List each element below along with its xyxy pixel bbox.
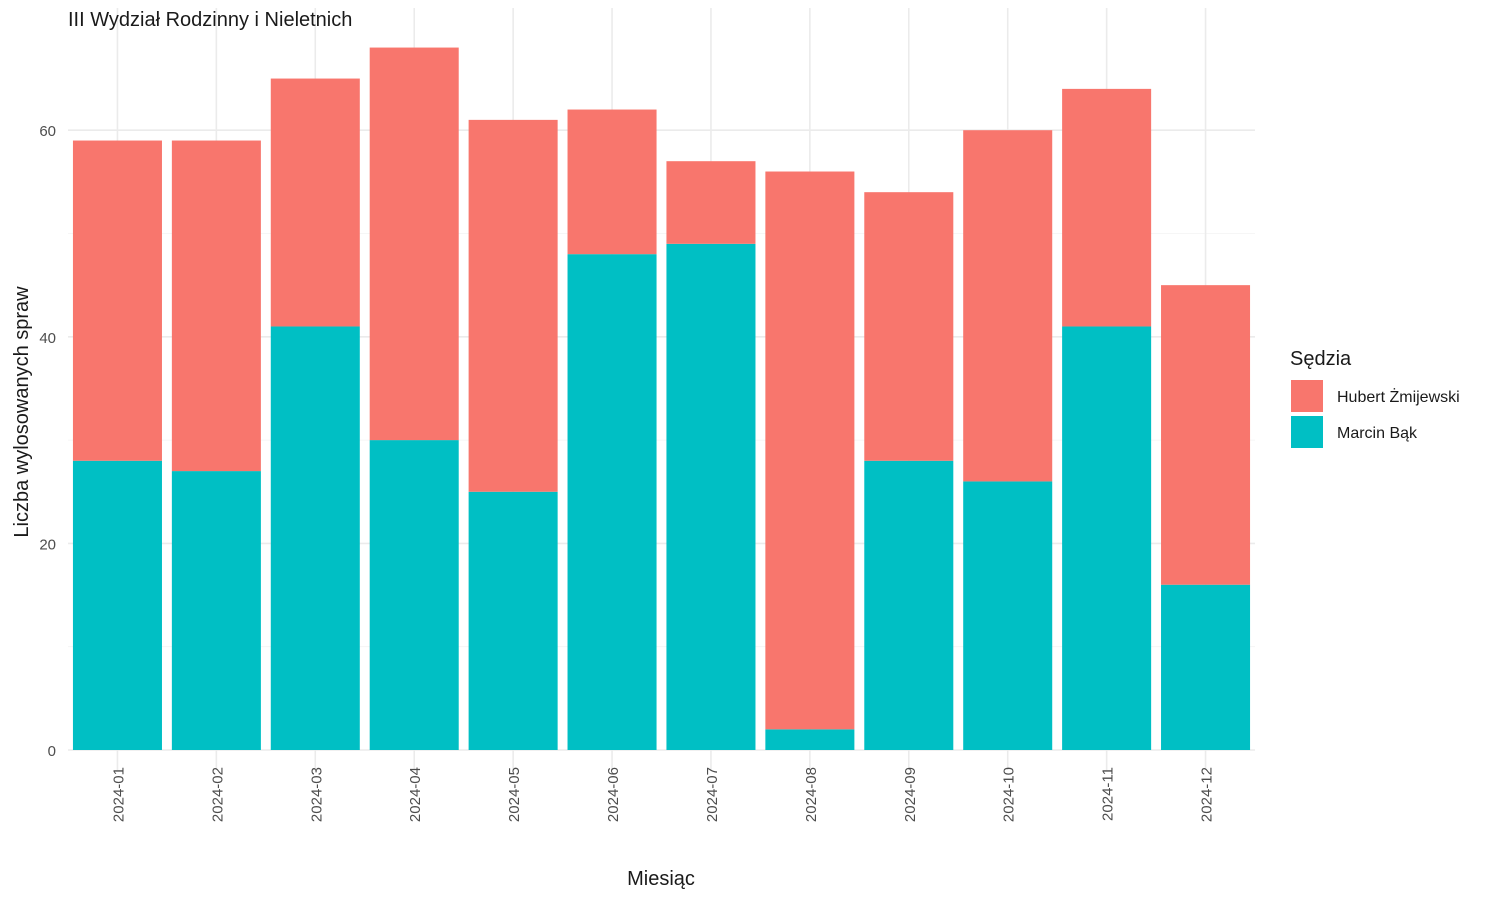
- bar-hubert-zmijewski: [963, 130, 1053, 482]
- bar-marcin-bak: [765, 729, 855, 750]
- bar-marcin-bak: [72, 460, 162, 750]
- x-axis-title: Miesiąc: [627, 868, 695, 890]
- bar-marcin-bak: [468, 491, 558, 750]
- x-axis-ticks: 2024-01 2024-02 2024-03 2024-04 2024-05 2024-…: [110, 767, 1215, 822]
- bar-hubert-zmijewski: [468, 119, 558, 492]
- y-tick-label: 40: [39, 330, 56, 347]
- x-tick-label: 2024-01: [110, 767, 127, 822]
- x-tick-label: 2024-12: [1199, 767, 1216, 822]
- bar-marcin-bak: [171, 471, 261, 750]
- bar-marcin-bak: [1062, 326, 1152, 750]
- bar-hubert-zmijewski: [369, 47, 459, 441]
- chart-title: III Wydział Rodzinny i Nieletnich: [68, 9, 352, 31]
- bar-hubert-zmijewski: [171, 140, 261, 472]
- bar-hubert-zmijewski: [72, 140, 162, 461]
- legend: Sędzia Hubert Żmijewski Marcin Bąk: [1290, 348, 1460, 448]
- legend-swatch: [1291, 416, 1323, 448]
- legend-items: Hubert Żmijewski Marcin Bąk: [1291, 380, 1460, 448]
- bar-marcin-bak: [864, 460, 954, 750]
- legend-label: Hubert Żmijewski: [1337, 387, 1460, 406]
- bar-hubert-zmijewski: [270, 78, 360, 327]
- x-tick-label: 2024-06: [605, 767, 622, 822]
- y-tick-label: 20: [39, 536, 56, 553]
- x-tick-label: 2024-08: [803, 767, 820, 822]
- bar-hubert-zmijewski: [666, 161, 756, 244]
- legend-swatch: [1291, 380, 1323, 412]
- bar-hubert-zmijewski: [567, 109, 657, 255]
- bar-marcin-bak: [666, 243, 756, 750]
- y-axis-title: Liczba wylosowanych spraw: [11, 286, 33, 538]
- x-tick-label: 2024-07: [704, 767, 721, 822]
- bar-hubert-zmijewski: [1062, 88, 1152, 327]
- x-tick-label: 2024-09: [902, 767, 919, 822]
- x-tick-label: 2024-04: [407, 767, 424, 822]
- bar-marcin-bak: [369, 440, 459, 750]
- y-tick-label: 60: [39, 123, 56, 140]
- x-tick-label: 2024-03: [308, 767, 325, 822]
- x-tick-label: 2024-05: [506, 767, 523, 822]
- bar-marcin-bak: [567, 254, 657, 750]
- bar-marcin-bak: [270, 326, 360, 750]
- y-tick-label: 0: [48, 743, 56, 760]
- legend-label: Marcin Bąk: [1337, 425, 1418, 442]
- bar-marcin-bak: [1161, 584, 1251, 750]
- x-tick-label: 2024-10: [1001, 767, 1018, 822]
- x-tick-label: 2024-11: [1100, 767, 1117, 821]
- y-axis-ticks: 0 20 40 60: [39, 123, 56, 760]
- x-tick-label: 2024-02: [209, 767, 226, 822]
- bar-marcin-bak: [963, 481, 1053, 750]
- bar-hubert-zmijewski: [1161, 285, 1251, 585]
- bar-hubert-zmijewski: [765, 171, 855, 730]
- legend-title: Sędzia: [1290, 348, 1352, 370]
- bar-hubert-zmijewski: [864, 192, 954, 461]
- bars-layer: [72, 47, 1251, 750]
